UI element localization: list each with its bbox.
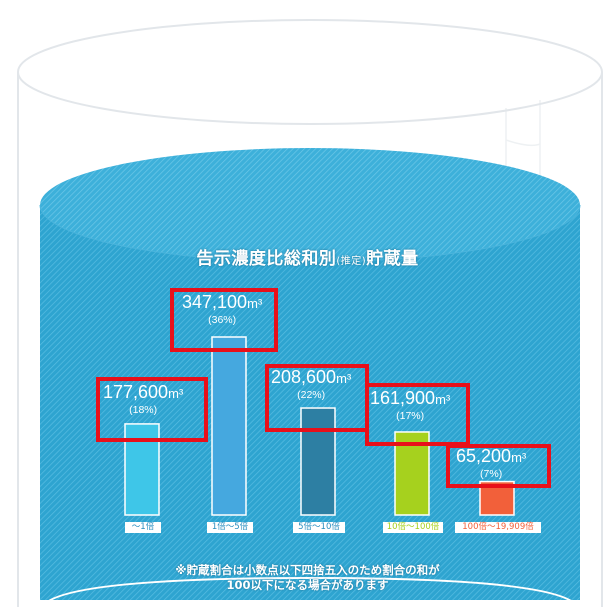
- category-label-3: 5倍〜10倍: [293, 522, 345, 533]
- value-unit: m³: [247, 296, 263, 311]
- value-number: 65,200: [456, 446, 512, 466]
- tank-bottom-rim: [41, 576, 579, 607]
- value-label-4: 161,900m³ (17%): [370, 388, 450, 422]
- highlight-box-1: [96, 377, 208, 442]
- percent-label: (22%): [297, 389, 326, 401]
- chart-note: ※貯蔵割合は小数点以下四捨五入のため割合の和が 100以下になる場合があります: [0, 563, 615, 593]
- value-number: 161,900: [370, 388, 436, 408]
- percent-label: (17%): [396, 410, 425, 422]
- bar-group: [124, 336, 515, 516]
- value-number: 208,600: [271, 367, 337, 387]
- highlight-box-5: [446, 444, 551, 488]
- value-label-1: 177,600m³ (18%): [103, 382, 183, 416]
- category-label-4: 10倍〜100倍: [383, 522, 443, 533]
- note-line-1: ※貯蔵割合は小数点以下四捨五入のため割合の和が: [175, 563, 440, 577]
- highlight-box-2: [170, 288, 278, 352]
- highlight-box-4: [365, 383, 470, 446]
- percent-label: (7%): [480, 468, 503, 480]
- tank-outline: [17, 19, 603, 607]
- value-label-5: 65,200m³ (7%): [456, 446, 526, 480]
- chart-title: 告示濃度比総和別(推定)貯蔵量: [196, 249, 419, 269]
- liquid-surface: [40, 148, 580, 262]
- category-label-5: 100倍〜19,909倍: [455, 522, 541, 533]
- value-unit: m³: [511, 450, 527, 465]
- liquid-body: [40, 205, 580, 600]
- value-label-3: 208,600m³ (22%): [271, 367, 351, 401]
- percent-label: (36%): [208, 314, 237, 326]
- bar-2: [211, 336, 247, 516]
- value-unit: m³: [336, 371, 352, 386]
- value-label-2: 347,100m³ (36%): [182, 292, 262, 326]
- category-label-2: 1倍〜5倍: [207, 522, 253, 533]
- value-number: 347,100: [182, 292, 248, 312]
- value-unit: m³: [435, 392, 451, 407]
- category-label-1: 〜1倍: [125, 522, 161, 533]
- bar-3: [300, 407, 336, 516]
- highlight-box-3: [265, 364, 369, 432]
- value-unit: m³: [168, 386, 184, 401]
- percent-label: (18%): [129, 404, 158, 416]
- value-number: 177,600: [103, 382, 169, 402]
- note-line-2: 100以下になる場合があります: [226, 578, 389, 592]
